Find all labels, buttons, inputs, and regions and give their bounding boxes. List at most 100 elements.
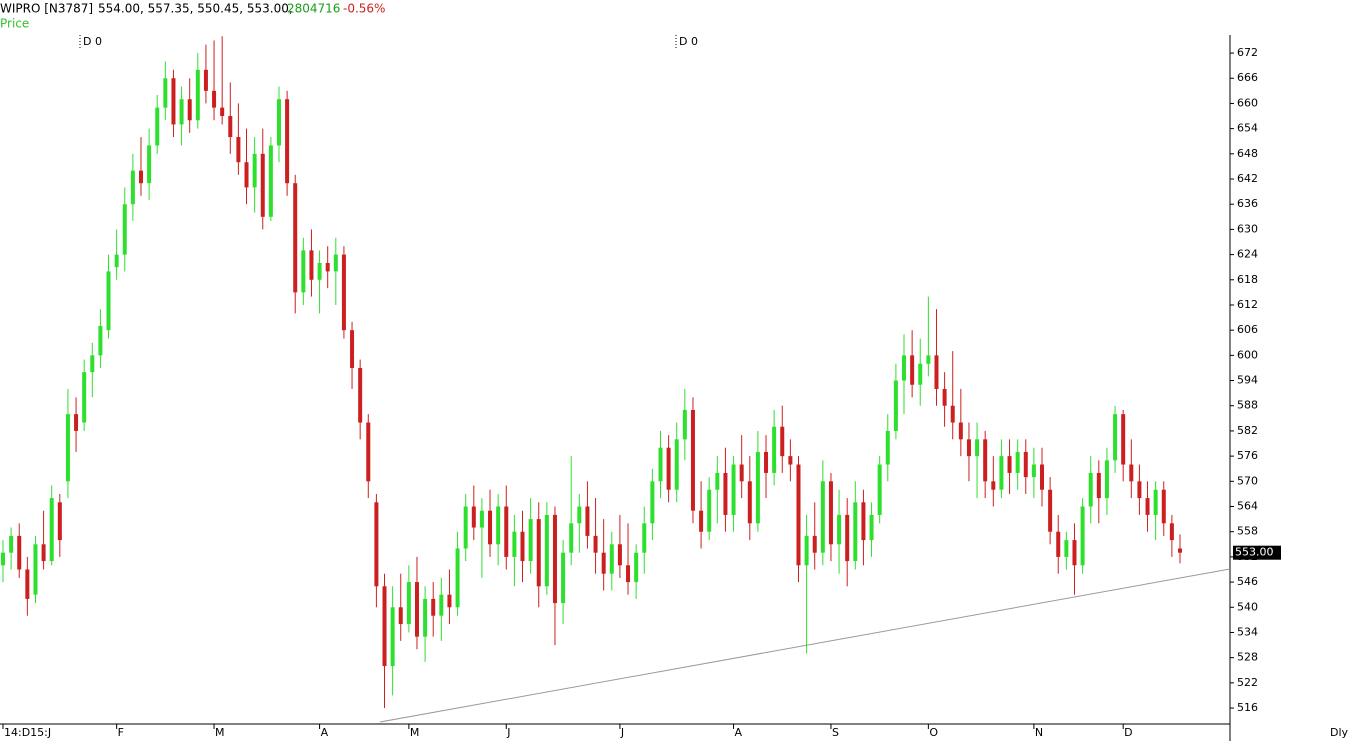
x-tick-label: A	[735, 726, 743, 739]
candle-body	[544, 514, 549, 587]
y-tick-label: 648	[1237, 147, 1258, 160]
y-tick-label: 516	[1237, 701, 1258, 714]
candle-body	[163, 78, 168, 108]
candle-body	[942, 388, 947, 406]
candle-body	[520, 531, 525, 562]
candle-body	[1072, 540, 1077, 566]
candle-body	[260, 153, 265, 217]
candle-body	[382, 586, 387, 667]
y-tick-label: 564	[1237, 500, 1258, 513]
x-tick-label: O	[929, 726, 938, 739]
candle-body	[463, 506, 468, 549]
x-tick-label: N	[1035, 726, 1043, 739]
candle-body	[861, 502, 866, 541]
candle-body	[350, 330, 355, 368]
candle-body	[1145, 498, 1150, 515]
candle-body	[309, 250, 314, 280]
y-tick-label: 600	[1237, 348, 1258, 361]
candle-body	[25, 569, 30, 599]
candle-body	[398, 607, 403, 625]
candle-body	[138, 170, 143, 184]
candle-body	[447, 594, 452, 608]
candle-body	[268, 145, 273, 217]
candle-body	[528, 519, 533, 562]
candle-body	[1007, 456, 1012, 473]
candle-body	[674, 439, 679, 490]
y-tick-label: 618	[1237, 273, 1258, 286]
candle-body	[187, 99, 192, 121]
candle-body	[236, 137, 241, 163]
y-tick-label: 642	[1237, 172, 1258, 185]
series-label: Price	[0, 17, 29, 31]
candle-body	[723, 472, 728, 515]
y-tick-label: 522	[1237, 676, 1258, 689]
candle-body	[333, 254, 338, 272]
candle-body	[147, 145, 152, 184]
candle-body	[577, 506, 582, 524]
candle-body	[471, 506, 476, 528]
candle-body	[1178, 548, 1182, 553]
candle-body	[1153, 489, 1158, 515]
candle-body	[666, 447, 671, 490]
candle-body	[1096, 472, 1101, 499]
candle-body	[983, 439, 988, 482]
candle-body	[1064, 540, 1069, 557]
candle-body	[893, 380, 898, 431]
candle-body	[739, 464, 744, 482]
candle-body	[828, 481, 833, 545]
annotation: D 0	[679, 35, 698, 48]
candle-body	[731, 464, 736, 515]
candle-body	[423, 598, 428, 637]
candle-body	[552, 514, 557, 604]
x-tick-label: S	[832, 726, 839, 739]
last-price-label: 553.00	[1235, 546, 1274, 559]
candle-body	[276, 99, 281, 146]
candle-body	[1088, 472, 1093, 507]
candle-body	[98, 325, 103, 356]
candle-body	[999, 456, 1004, 490]
candle-body	[617, 544, 622, 566]
candle-body	[301, 250, 306, 293]
candle-body	[41, 544, 46, 562]
candle-body	[228, 116, 233, 138]
y-tick-label: 660	[1237, 96, 1258, 109]
candle-body	[601, 552, 606, 574]
candle-body	[122, 204, 127, 255]
y-tick-label: 606	[1237, 323, 1258, 336]
candle-body	[780, 426, 785, 457]
candle-body	[179, 99, 184, 125]
volume: 2804716	[287, 2, 340, 16]
candle-body	[171, 78, 176, 125]
y-tick-label: 570	[1237, 474, 1258, 487]
y-tick-label: 528	[1237, 651, 1258, 664]
candle-body	[293, 183, 298, 293]
candle-body	[1, 552, 5, 566]
candle-body	[82, 372, 87, 423]
y-tick-label: 582	[1237, 424, 1258, 437]
candle-body	[536, 519, 541, 587]
ohlc-text: 554.00, 557.35, 550.45, 553.00,	[98, 2, 293, 16]
candle-body	[33, 544, 38, 595]
candle-body	[479, 510, 484, 528]
candle-body	[991, 481, 996, 490]
candle-body	[755, 451, 760, 524]
symbol: WIPRO [N3787]	[0, 2, 93, 16]
y-tick-label: 546	[1237, 575, 1258, 588]
candle-body	[593, 535, 598, 553]
candle-body	[885, 430, 890, 465]
annotation: D 0	[83, 35, 102, 48]
y-tick-label: 636	[1237, 197, 1258, 210]
candle-body	[504, 506, 509, 557]
candle-body	[699, 510, 704, 532]
candle-body	[877, 464, 882, 515]
candle-body	[406, 582, 411, 625]
candle-body	[390, 607, 395, 667]
candle-body	[682, 409, 687, 440]
candle-body	[1080, 506, 1085, 566]
candle-body	[285, 99, 290, 184]
candle-body	[715, 472, 720, 490]
y-tick-label: 630	[1237, 222, 1258, 235]
candle-body	[130, 170, 135, 205]
y-tick-label: 534	[1237, 625, 1258, 638]
